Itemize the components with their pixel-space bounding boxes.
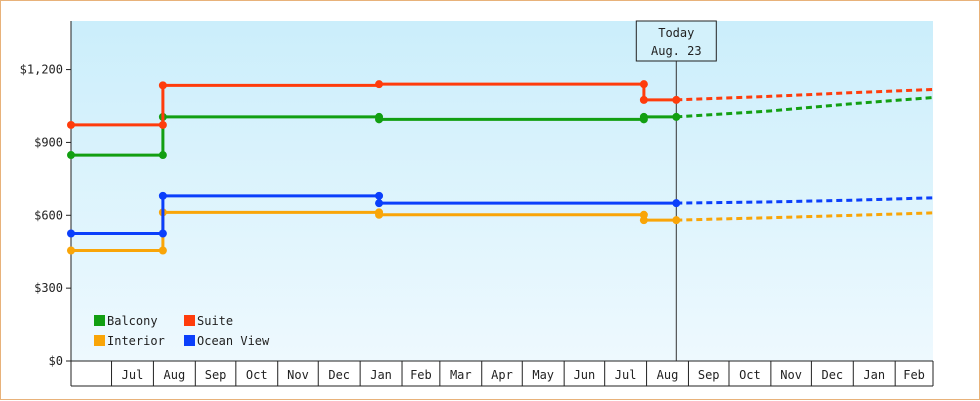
x-tick-label: Dec (328, 368, 350, 382)
legend-swatch (184, 315, 195, 326)
x-tick-label: Dec (821, 368, 843, 382)
x-tick-label: Sep (698, 368, 720, 382)
series-line (71, 194, 677, 235)
x-tick-label: Aug (657, 368, 679, 382)
data-point (67, 229, 75, 238)
legend-swatch (184, 335, 195, 346)
x-tick-label: Jan (863, 368, 885, 382)
data-point (158, 120, 167, 129)
data-point (158, 229, 167, 238)
legend-swatch (94, 335, 105, 346)
data-point (375, 210, 384, 219)
data-point (672, 216, 681, 225)
series-forecast-line (676, 211, 934, 222)
series-forecast-line (676, 88, 934, 102)
data-point (672, 199, 681, 208)
series-layer (67, 80, 934, 255)
data-point (375, 199, 384, 208)
x-tick-label: Aug (164, 368, 186, 382)
data-point (67, 151, 75, 160)
x-tick-label: Nov (287, 368, 309, 382)
legend-label: Interior (107, 334, 165, 348)
data-point (375, 80, 384, 89)
x-tick-label: Jan (370, 368, 392, 382)
x-tick-label: Nov (780, 368, 802, 382)
data-point (639, 95, 648, 104)
x-tick-label: Sep (205, 368, 227, 382)
x-tick-label: Jun (574, 368, 596, 382)
data-point (67, 120, 75, 129)
series-forecast-line (676, 196, 934, 205)
legend-label: Ocean View (197, 334, 270, 348)
x-tick-label: Jul (615, 368, 637, 382)
x-tick-label: Apr (491, 368, 513, 382)
data-point (639, 112, 648, 121)
x-tick-label: Feb (903, 368, 925, 382)
x-tick-label: May (532, 368, 554, 382)
x-tick-label: Jul (122, 368, 144, 382)
data-point (375, 115, 384, 124)
x-tick-label: Mar (450, 368, 472, 382)
data-point (639, 216, 648, 225)
legend-swatch (94, 315, 105, 326)
data-point (158, 191, 167, 200)
today-callout: Today Aug. 23 (635, 20, 717, 62)
today-callout-date: Aug. 23 (651, 44, 702, 58)
x-tick-label: Feb (410, 368, 432, 382)
legend: Balcony Suite Interior Ocean View (94, 314, 270, 348)
today-callout-box (635, 20, 717, 62)
data-point (375, 191, 384, 200)
y-tick-label: $0 (49, 354, 63, 368)
data-point (158, 151, 167, 160)
data-point (639, 80, 648, 89)
axes: $0 $300 $600 $900 $1,200 Jul Aug Sep Oct Nov Dec Ja… (20, 21, 934, 387)
y-tick-label: $300 (34, 281, 63, 295)
legend-label: Suite (197, 314, 233, 328)
x-tick-label: Oct (246, 368, 268, 382)
y-tick-label: $1,200 (20, 63, 63, 77)
data-point (158, 246, 167, 255)
data-point (158, 81, 167, 90)
y-tick-label: $900 (34, 135, 63, 149)
today-callout-title: Today (658, 26, 694, 40)
data-point (67, 246, 75, 255)
y-tick-label: $600 (34, 208, 63, 222)
legend-label: Balcony (107, 314, 158, 328)
x-tick-label: Oct (739, 368, 761, 382)
data-point (672, 95, 681, 104)
plot-background (71, 21, 933, 361)
data-point (672, 112, 681, 121)
